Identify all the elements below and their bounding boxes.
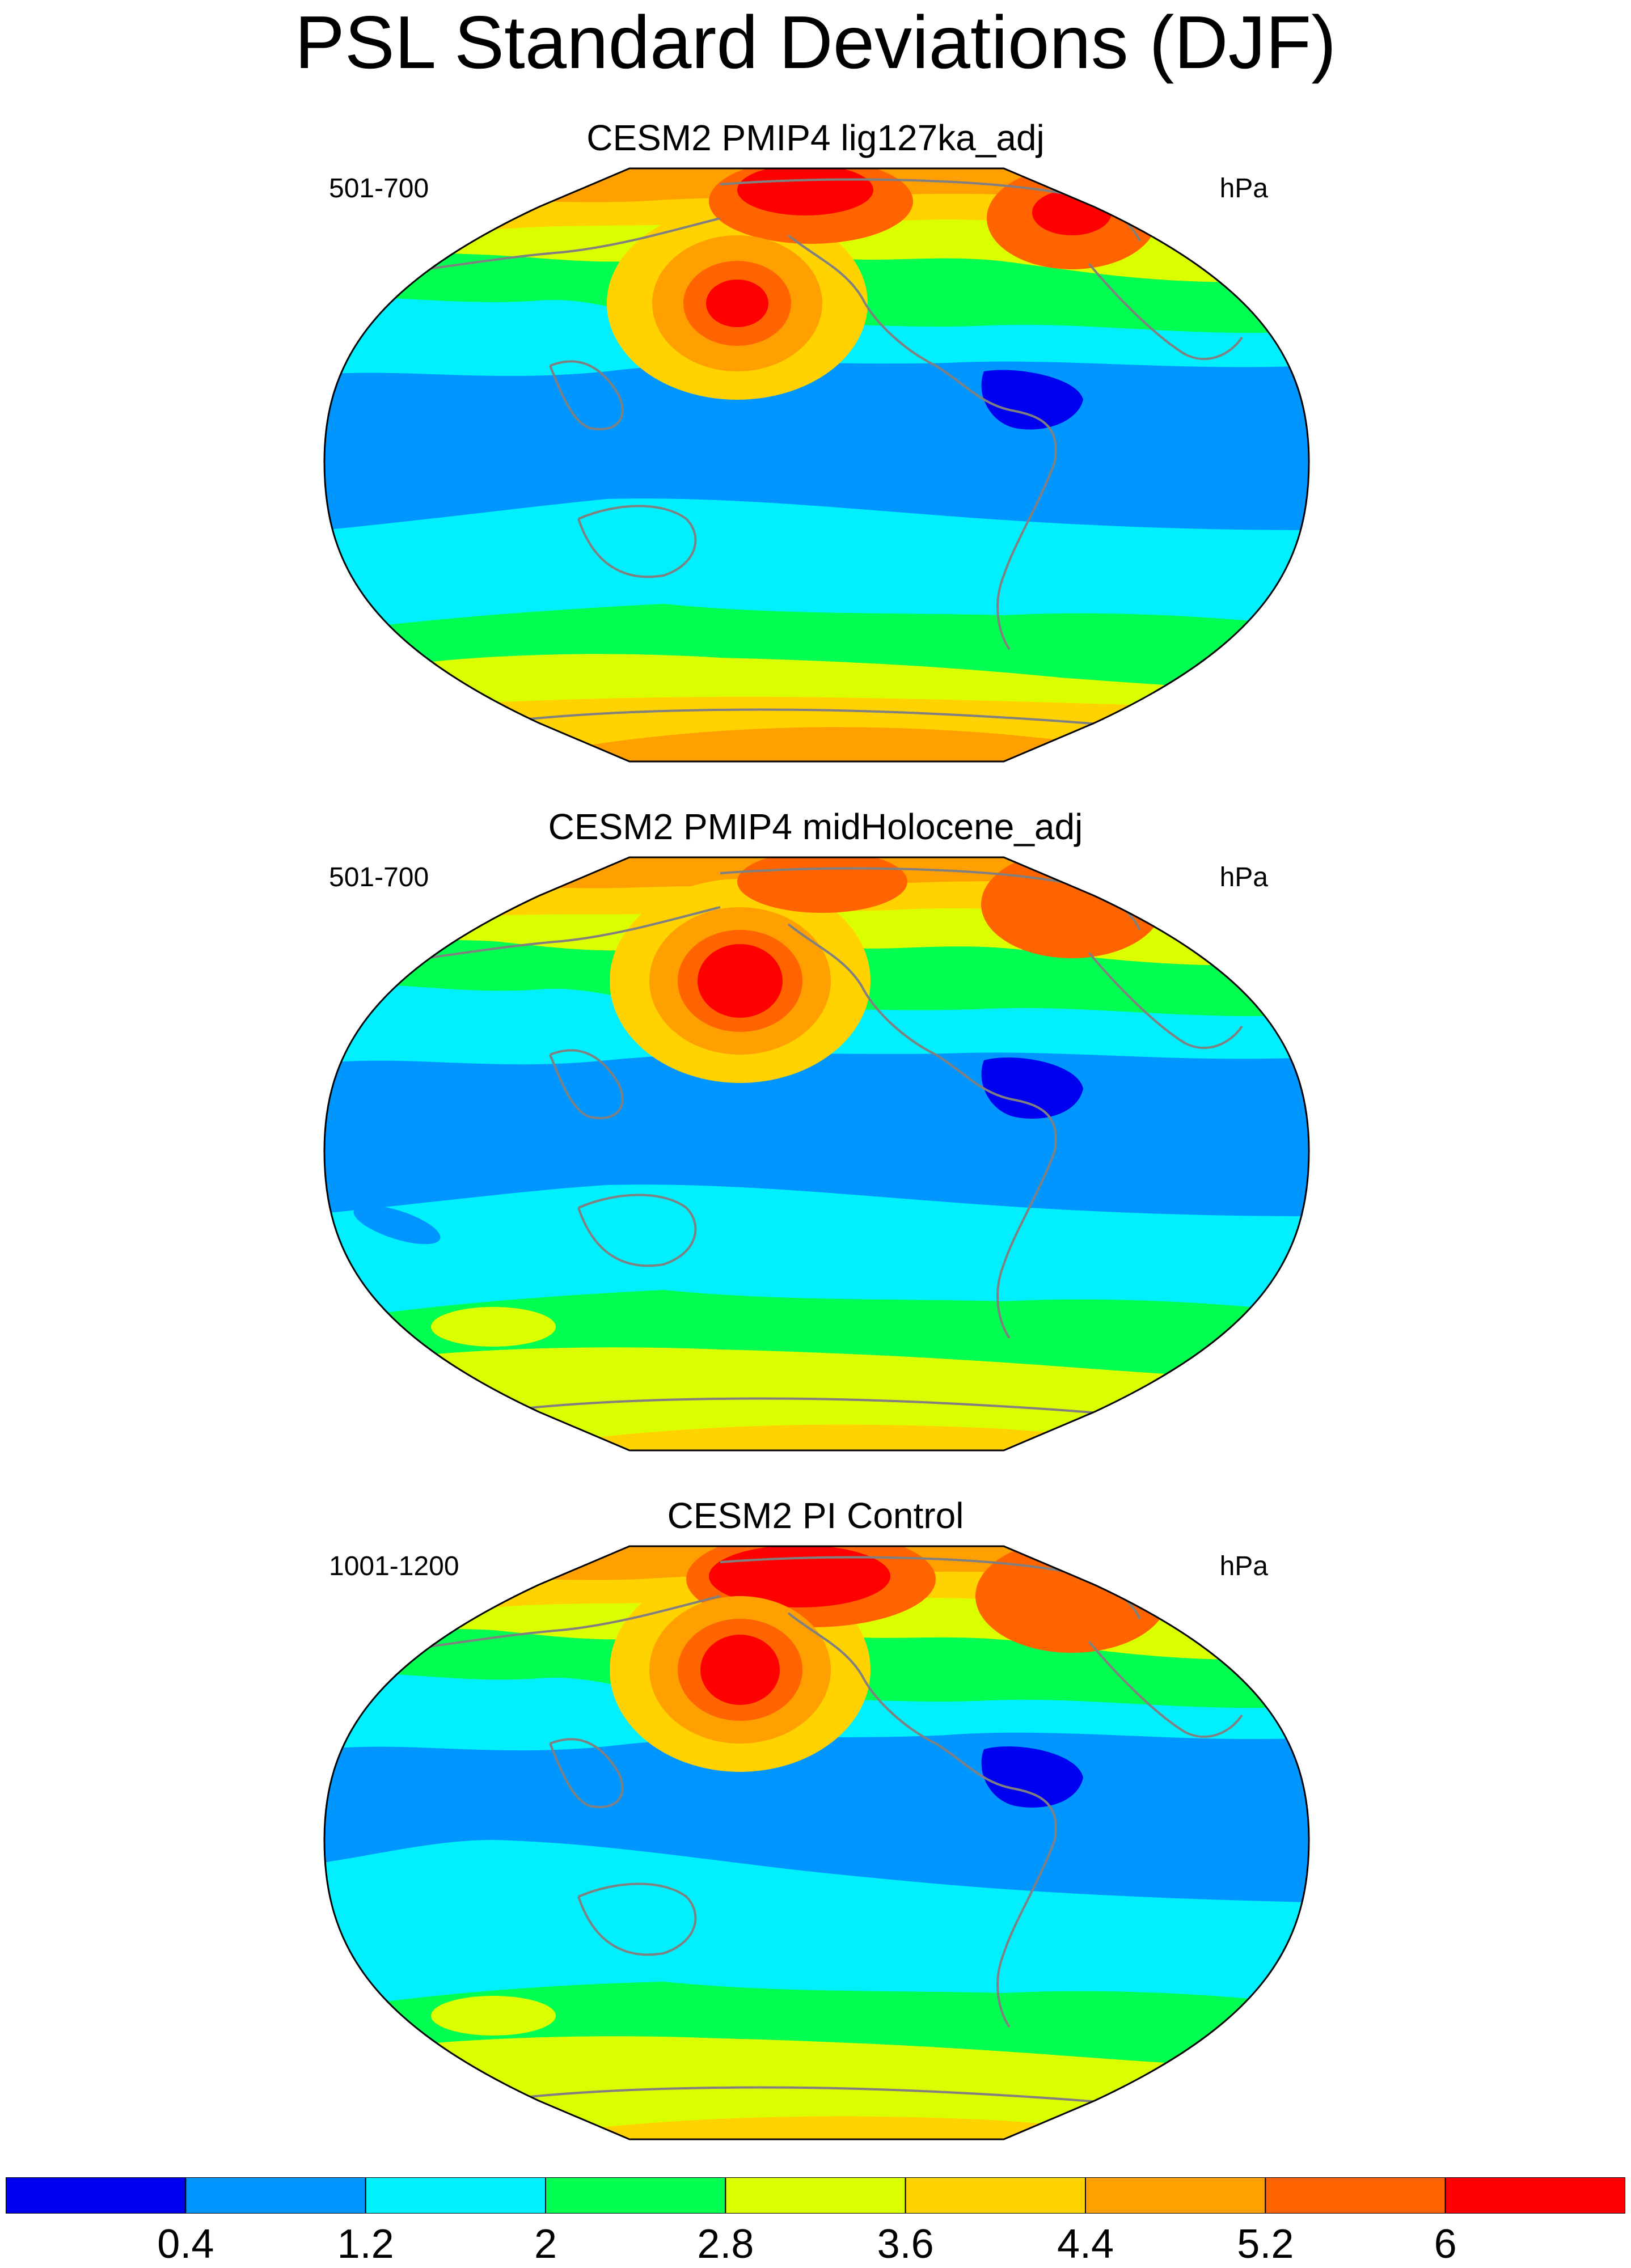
- colorbar-tick-label: 0.4: [157, 2222, 214, 2267]
- colorbar-tick-label: 5.2: [1237, 2222, 1294, 2267]
- figure-title: PSL Standard Deviations (DJF): [294, 1, 1337, 84]
- colorbar-tick-label: 6: [1434, 2222, 1457, 2267]
- colorbar-swatch: [1085, 2177, 1266, 2214]
- colorbar-tick-label: 2: [534, 2222, 557, 2267]
- colorbar-tick-label: 4.4: [1057, 2222, 1114, 2267]
- panel-title: CESM2 PMIP4 midHolocene_adj: [548, 806, 1083, 847]
- contour-map: [323, 1545, 1310, 2140]
- colorbar-swatch: [1265, 2177, 1446, 2214]
- panel-title: CESM2 PMIP4 lig127ka_adj: [586, 117, 1045, 158]
- panel-title: CESM2 PI Control: [667, 1495, 964, 1536]
- colorbar-tick-label: 1.2: [337, 2222, 394, 2267]
- panel-units: hPa: [1219, 862, 1268, 892]
- colorbar-swatch: [1444, 2177, 1625, 2214]
- panel-units: hPa: [1219, 174, 1268, 204]
- panel-units: hPa: [1219, 1551, 1268, 1581]
- panel-period: 501-700: [329, 174, 429, 204]
- colorbar-tick-label: 3.6: [877, 2222, 934, 2267]
- colorbar-swatch: [725, 2177, 906, 2214]
- contour-map: [323, 856, 1310, 1452]
- colorbar-swatch: [365, 2177, 547, 2214]
- colorbar-swatch: [6, 2177, 187, 2214]
- colorbar-swatch: [185, 2177, 366, 2214]
- map-panel-1: CESM2 PMIP4 lig127ka_adj 501-700 hPa: [0, 111, 1631, 763]
- panel-period: 501-700: [329, 862, 429, 892]
- panel-period: 1001-1200: [329, 1551, 459, 1581]
- colorbar-swatch: [545, 2177, 726, 2214]
- colorbar: [6, 2177, 1625, 2214]
- contour-map: [323, 167, 1310, 763]
- colorbar-swatch: [905, 2177, 1086, 2214]
- map-panel-2: CESM2 PMIP4 midHolocene_adj 501-700 hPa: [0, 799, 1631, 1452]
- map-panel-3: CESM2 PI Control 1001-1200 hPa: [0, 1488, 1631, 2140]
- colorbar-tick-label: 2.8: [697, 2222, 754, 2267]
